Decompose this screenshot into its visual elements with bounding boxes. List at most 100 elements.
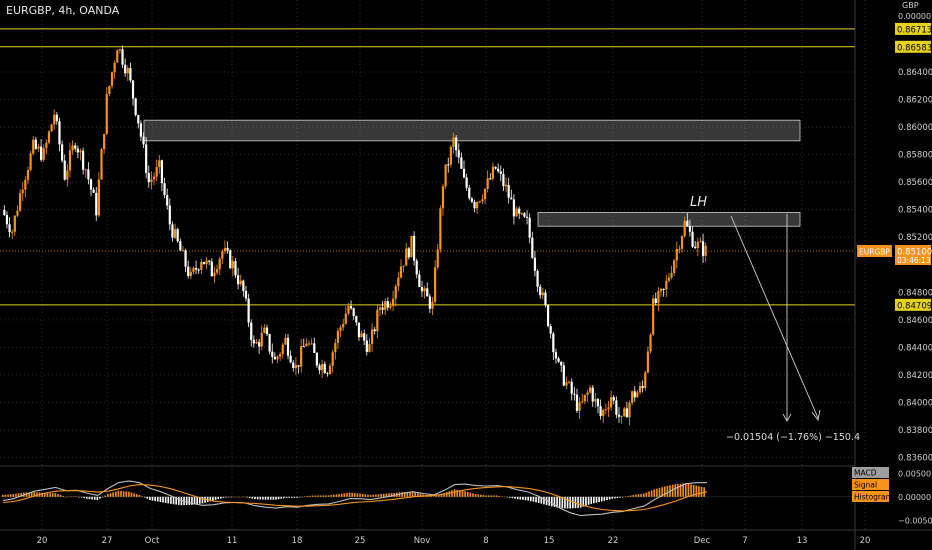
- candle-body-141: [373, 329, 376, 332]
- candle-body-34: [92, 189, 95, 193]
- histogram-bar-47-3: [503, 496, 506, 498]
- histogram-bar-54-0: [569, 496, 572, 509]
- histogram-bar-46-3: [493, 495, 495, 497]
- histogram-bar-14-1: [151, 496, 154, 501]
- candle-body-114: [302, 346, 305, 348]
- histogram-bar-23-1: [246, 496, 248, 498]
- histogram-bar-52-3: [556, 496, 558, 508]
- macd-tick-0: 0.00500: [898, 469, 931, 478]
- histogram-bar-42-3: [451, 490, 453, 497]
- candle-body-200: [528, 217, 531, 238]
- histogram-bar-22-3: [241, 496, 243, 498]
- histogram-bar-63-3: [671, 484, 674, 497]
- time-tick-0: 20: [37, 536, 48, 546]
- macd-line: [2, 480, 707, 517]
- histogram-bar-66-1: [698, 486, 700, 497]
- histogram-bar-6-2: [70, 496, 72, 498]
- macd-panel: MACD Signal Histogram 0.00500 0.00000 −0.0050…: [0, 467, 932, 525]
- candle-body-195: [515, 208, 518, 217]
- histogram-bar-42-1: [445, 492, 448, 497]
- histogram-bar-21-2: [227, 496, 230, 498]
- candle-body-192: [507, 184, 510, 198]
- histogram-bar-18-2: [196, 496, 198, 505]
- histogram-bar-58-1: [614, 496, 616, 499]
- histogram-bar-46-0: [485, 495, 487, 497]
- candle-body-243: [641, 386, 644, 388]
- macd-legend-bg-2: [852, 491, 889, 502]
- candle-body-172: [455, 137, 458, 151]
- histogram-bar-8-3: [93, 496, 96, 500]
- histogram-bar-12-0: [128, 491, 130, 497]
- current-symbol-bg: [857, 245, 892, 257]
- candle-body-193: [510, 197, 513, 200]
- histogram-bar-34-0: [359, 493, 361, 497]
- horizontal-levels: [0, 28, 855, 306]
- candle-body-245: [646, 351, 649, 373]
- time-tick-11: 7: [742, 536, 747, 546]
- candle-body-14: [39, 146, 43, 160]
- candle-body-198: [523, 213, 526, 217]
- candle-body-252: [665, 280, 668, 290]
- candle-body-217: [573, 393, 576, 395]
- histogram-bar-36-3: [388, 493, 390, 497]
- candle-body-143: [378, 307, 382, 310]
- histogram-bar-27-0: [285, 496, 288, 498]
- candle-body-126: [334, 342, 337, 353]
- histogram-bar-13-3: [146, 496, 149, 499]
- candle-body-1: [5, 215, 9, 225]
- histogram-bar-13-0: [138, 494, 141, 497]
- candle-body-42: [113, 62, 116, 73]
- candle-body-52: [139, 123, 143, 137]
- candle-body-253: [667, 277, 671, 281]
- histogram-bar-24-2: [259, 496, 262, 500]
- histogram-bar-0-3: [9, 494, 12, 497]
- candle-body-91: [242, 280, 245, 291]
- histogram-bar-23-0: [243, 496, 246, 498]
- histogram-bar-14-0: [149, 496, 151, 501]
- histogram-bar-61-1: [645, 492, 648, 497]
- candle-body-177: [468, 187, 471, 199]
- candle-body-124: [328, 365, 332, 374]
- zones: [143, 119, 801, 227]
- time-tick-1: 27: [102, 536, 113, 546]
- histogram-bar-20-0: [212, 496, 214, 501]
- time-tick-4: 18: [292, 536, 303, 546]
- candle-body-135: [357, 322, 361, 338]
- candle-body-93: [247, 298, 250, 323]
- time-axis: 20 27 Oct 11 18 25 Nov 8 15 22 Dec 7 13 20: [37, 536, 871, 546]
- histogram-bar-28-2: [301, 496, 304, 498]
- candle-body-184: [486, 178, 489, 189]
- time-tick-3: 11: [227, 536, 238, 546]
- candle-body-163: [431, 301, 434, 309]
- price-tick-7: 0.84800: [898, 288, 932, 298]
- candle-body-10: [29, 153, 32, 171]
- candle-body-85: [226, 248, 229, 251]
- candle-body-137: [363, 333, 366, 341]
- candle-body-40: [108, 85, 111, 95]
- histogram-bar-31-2: [332, 494, 335, 497]
- histogram-bar-59-2: [627, 496, 629, 497]
- histogram-bar-33-1: [351, 492, 353, 497]
- candle-body-121: [321, 364, 324, 371]
- candle-body-260: [686, 220, 689, 227]
- candle-body-145: [384, 301, 387, 310]
- level-tag-1: 0.86583: [897, 43, 932, 53]
- candle-body-223: [589, 387, 592, 393]
- candle-body-161: [426, 288, 429, 297]
- candle-body-128: [339, 327, 342, 331]
- histogram-bar-43-0: [453, 489, 456, 497]
- candle-body-154: [407, 248, 410, 258]
- histogram-bar-42-2: [448, 491, 451, 497]
- histogram-bar-29-1: [309, 495, 311, 497]
- candle-body-215: [567, 381, 571, 383]
- time-tick-6: Nov: [414, 536, 431, 546]
- histogram-bar-30-3: [325, 495, 327, 497]
- histogram-bar-55-1: [582, 496, 585, 507]
- histogram-bar-13-1: [141, 496, 143, 497]
- candle-body-60: [160, 160, 164, 184]
- time-tick-2: Oct: [145, 536, 160, 546]
- histogram-bar-4-0: [44, 493, 46, 497]
- candle-body-203: [536, 270, 539, 287]
